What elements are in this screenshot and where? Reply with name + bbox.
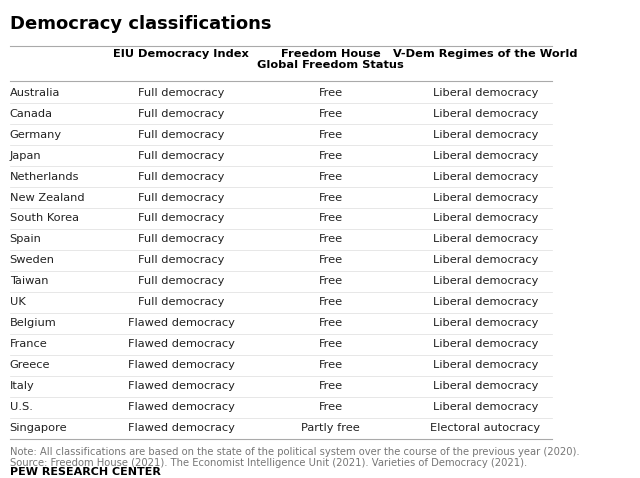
Text: U.S.: U.S.: [10, 402, 33, 412]
Text: Liberal democracy: Liberal democracy: [433, 402, 538, 412]
Text: Liberal democracy: Liberal democracy: [433, 339, 538, 349]
Text: Partly free: Partly free: [301, 423, 360, 433]
Text: Full democracy: Full democracy: [138, 214, 225, 224]
Text: Note: All classifications are based on the state of the political system over th: Note: All classifications are based on t…: [10, 446, 579, 468]
Text: Liberal democracy: Liberal democracy: [433, 234, 538, 244]
Text: UK: UK: [10, 297, 26, 307]
Text: Germany: Germany: [10, 130, 62, 140]
Text: Liberal democracy: Liberal democracy: [433, 297, 538, 307]
Text: Free: Free: [319, 151, 342, 161]
Text: Flawed democracy: Flawed democracy: [128, 381, 235, 391]
Text: Electoral autocracy: Electoral autocracy: [430, 423, 540, 433]
Text: Greece: Greece: [10, 360, 50, 370]
Text: Japan: Japan: [10, 151, 42, 161]
Text: Free: Free: [319, 381, 342, 391]
Text: Flawed democracy: Flawed democracy: [128, 360, 235, 370]
Text: Canada: Canada: [10, 109, 52, 119]
Text: Belgium: Belgium: [10, 318, 56, 328]
Text: Freedom House
Global Freedom Status: Freedom House Global Freedom Status: [257, 49, 404, 70]
Text: EIU Democracy Index: EIU Democracy Index: [113, 49, 249, 59]
Text: Full democracy: Full democracy: [138, 255, 225, 265]
Text: Free: Free: [319, 234, 342, 244]
Text: New Zealand: New Zealand: [10, 193, 84, 203]
Text: Taiwan: Taiwan: [10, 276, 48, 286]
Text: Free: Free: [319, 276, 342, 286]
Text: Liberal democracy: Liberal democracy: [433, 87, 538, 98]
Text: Free: Free: [319, 360, 342, 370]
Text: Liberal democracy: Liberal democracy: [433, 172, 538, 182]
Text: Free: Free: [319, 130, 342, 140]
Text: Free: Free: [319, 339, 342, 349]
Text: Australia: Australia: [10, 87, 60, 98]
Text: Liberal democracy: Liberal democracy: [433, 151, 538, 161]
Text: Flawed democracy: Flawed democracy: [128, 402, 235, 412]
Text: Full democracy: Full democracy: [138, 297, 225, 307]
Text: Full democracy: Full democracy: [138, 276, 225, 286]
Text: Italy: Italy: [10, 381, 35, 391]
Text: Free: Free: [319, 214, 342, 224]
Text: Free: Free: [319, 297, 342, 307]
Text: Liberal democracy: Liberal democracy: [433, 276, 538, 286]
Text: Full democracy: Full democracy: [138, 234, 225, 244]
Text: Free: Free: [319, 402, 342, 412]
Text: Full democracy: Full democracy: [138, 130, 225, 140]
Text: France: France: [10, 339, 47, 349]
Text: Full democracy: Full democracy: [138, 151, 225, 161]
Text: Liberal democracy: Liberal democracy: [433, 193, 538, 203]
Text: Liberal democracy: Liberal democracy: [433, 381, 538, 391]
Text: Free: Free: [319, 318, 342, 328]
Text: Free: Free: [319, 172, 342, 182]
Text: Liberal democracy: Liberal democracy: [433, 214, 538, 224]
Text: Liberal democracy: Liberal democracy: [433, 318, 538, 328]
Text: Full democracy: Full democracy: [138, 193, 225, 203]
Text: Democracy classifications: Democracy classifications: [10, 15, 271, 33]
Text: Spain: Spain: [10, 234, 42, 244]
Text: Netherlands: Netherlands: [10, 172, 79, 182]
Text: Singapore: Singapore: [10, 423, 67, 433]
Text: V-Dem Regimes of the World: V-Dem Regimes of the World: [393, 49, 577, 59]
Text: Liberal democracy: Liberal democracy: [433, 130, 538, 140]
Text: Flawed democracy: Flawed democracy: [128, 318, 235, 328]
Text: Liberal democracy: Liberal democracy: [433, 109, 538, 119]
Text: Full democracy: Full democracy: [138, 109, 225, 119]
Text: Flawed democracy: Flawed democracy: [128, 423, 235, 433]
Text: PEW RESEARCH CENTER: PEW RESEARCH CENTER: [10, 467, 161, 477]
Text: Free: Free: [319, 255, 342, 265]
Text: Full democracy: Full democracy: [138, 87, 225, 98]
Text: Flawed democracy: Flawed democracy: [128, 339, 235, 349]
Text: South Korea: South Korea: [10, 214, 79, 224]
Text: Free: Free: [319, 87, 342, 98]
Text: Liberal democracy: Liberal democracy: [433, 360, 538, 370]
Text: Sweden: Sweden: [10, 255, 54, 265]
Text: Liberal democracy: Liberal democracy: [433, 255, 538, 265]
Text: Free: Free: [319, 109, 342, 119]
Text: Free: Free: [319, 193, 342, 203]
Text: Full democracy: Full democracy: [138, 172, 225, 182]
